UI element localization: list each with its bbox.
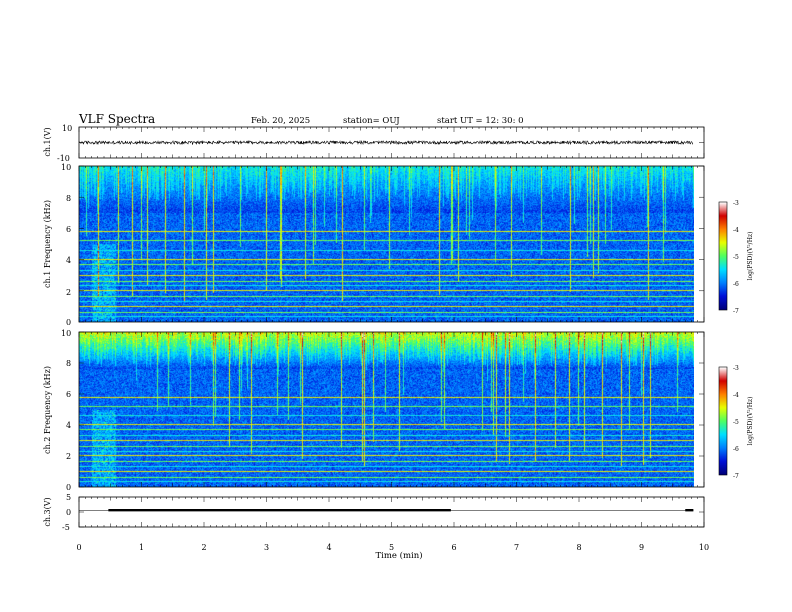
ch3-panel: 5 0 -5 ch.3(V) bbox=[43, 493, 705, 532]
time-tick-6: 6 bbox=[451, 543, 456, 552]
ch2-spectrogram-ylabel: ch.2 Frequency (kHz) bbox=[43, 366, 52, 454]
time-tick-5: 5 bbox=[389, 543, 394, 552]
ch2-colorbar-tick-6: -6 bbox=[733, 446, 739, 453]
ch1-colorbar-tick-3: -3 bbox=[733, 200, 739, 207]
time-tick-9: 9 bbox=[639, 543, 644, 552]
ch3-ticks bbox=[78, 496, 705, 528]
time-tick-labels: 0 1 2 3 4 5 6 7 8 9 10 bbox=[76, 543, 709, 552]
ch2-colorbar-tick-4: -4 bbox=[733, 392, 739, 399]
ch1-waveform-panel: 10 -10 ch.1(V) bbox=[43, 124, 705, 163]
time-axis: 0 1 2 3 4 5 6 7 8 9 10 Time (min) bbox=[76, 543, 709, 561]
start-time-label: start UT = 12: 30: 0 bbox=[437, 116, 524, 126]
ch1-colorbar-tick-4: -4 bbox=[733, 227, 739, 234]
time-tick-3: 3 bbox=[264, 543, 269, 552]
ch2-colorbar-frame bbox=[718, 366, 728, 476]
figure-title: VLF Spectra bbox=[78, 112, 155, 126]
ch1-waveform-ytick-top: 10 bbox=[62, 124, 72, 133]
time-tick-10: 10 bbox=[699, 543, 709, 552]
time-tick-1: 1 bbox=[139, 543, 144, 552]
ch2-ytick-2: 2 bbox=[66, 452, 71, 461]
ch1-ytick-6: 6 bbox=[66, 225, 71, 234]
time-tick-4: 4 bbox=[326, 543, 331, 552]
time-axis-label: Time (min) bbox=[375, 550, 422, 561]
ch1-ytick-4: 4 bbox=[66, 256, 71, 265]
ch3-ytick-neg5: -5 bbox=[62, 523, 70, 532]
ch2-spectrogram-ticks bbox=[78, 331, 705, 488]
ch3-ytick-0: 0 bbox=[66, 508, 71, 517]
date-label: Feb. 20, 2025 bbox=[251, 116, 310, 126]
ch1-colorbar-tick-7: -7 bbox=[733, 308, 739, 315]
time-tick-8: 8 bbox=[576, 543, 581, 552]
ch1-spectrogram-image bbox=[79, 166, 694, 322]
ch2-spectrogram-panel: 0 2 4 6 8 10 ch.2 Frequency (kHz) bbox=[43, 329, 705, 492]
ch2-ytick-10: 10 bbox=[61, 329, 71, 338]
ch2-colorbar-tick-5: -5 bbox=[733, 419, 739, 426]
ch1-waveform-ylabel: ch.1(V) bbox=[43, 127, 52, 156]
ch2-ytick-0: 0 bbox=[66, 483, 71, 492]
ch3-ytick-5: 5 bbox=[66, 493, 71, 502]
ch1-colorbar: -3 -4 -5 -6 -7 log(PSD)(V²/Hz) bbox=[718, 200, 754, 315]
time-tick-7: 7 bbox=[514, 543, 519, 552]
ch1-waveform-ticks bbox=[78, 127, 705, 158]
ch1-colorbar-tick-5: -5 bbox=[733, 254, 739, 261]
station-label: station= OUJ bbox=[343, 116, 400, 126]
ch2-colorbar-tick-7: -7 bbox=[733, 473, 739, 480]
ch1-waveform-trace bbox=[78, 139, 694, 146]
ch2-colorbar-tick-3: -3 bbox=[733, 365, 739, 372]
ch1-spectrogram-ylabel: ch.1 Frequency (kHz) bbox=[43, 200, 52, 288]
ch1-colorbar-gradient bbox=[719, 202, 727, 310]
ch1-spectrogram-ticks bbox=[78, 165, 705, 323]
ch2-ytick-8: 8 bbox=[66, 359, 71, 368]
time-tick-2: 2 bbox=[201, 543, 206, 552]
ch2-colorbar: -3 -4 -5 -6 -7 log(PSD)(V²/Hz) bbox=[718, 365, 754, 480]
ch2-ytick-4: 4 bbox=[66, 421, 71, 430]
ch1-ytick-8: 8 bbox=[66, 194, 71, 203]
ch1-colorbar-label: log(PSD)(V²/Hz) bbox=[747, 232, 754, 281]
ch1-colorbar-frame bbox=[718, 201, 728, 311]
ch2-spectrogram-image bbox=[79, 332, 694, 487]
time-tick-0: 0 bbox=[76, 543, 81, 552]
ch1-colorbar-tick-6: -6 bbox=[733, 281, 739, 288]
ch2-ytick-6: 6 bbox=[66, 390, 71, 399]
ch1-ytick-0: 0 bbox=[66, 318, 71, 327]
ch2-colorbar-label: log(PSD)(V²/Hz) bbox=[747, 397, 754, 446]
ch1-spectrogram-panel: 0 2 4 6 8 10 ch.1 Frequency (kHz) bbox=[43, 163, 705, 327]
ch1-waveform-ytick-bottom: -10 bbox=[57, 154, 70, 163]
ch3-ylabel: ch.3(V) bbox=[43, 497, 52, 526]
ch1-ytick-2: 2 bbox=[66, 288, 71, 297]
ch1-ytick-10: 10 bbox=[61, 163, 71, 172]
ch2-colorbar-gradient bbox=[719, 367, 727, 475]
